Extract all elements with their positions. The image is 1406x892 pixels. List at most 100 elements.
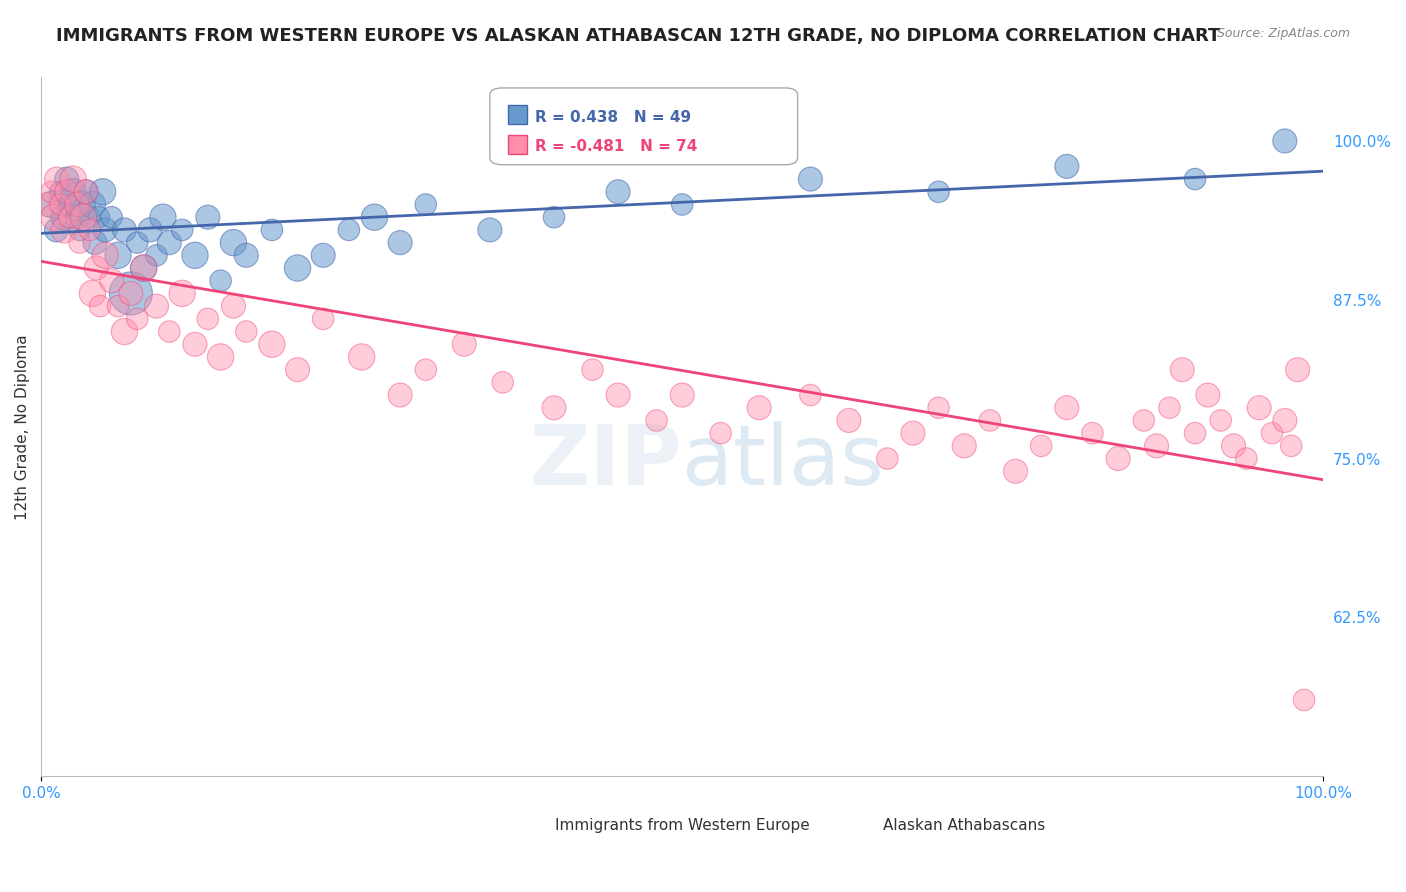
- Point: [363, 210, 385, 224]
- Point: [107, 248, 129, 262]
- Point: [671, 388, 693, 402]
- Point: [710, 426, 733, 441]
- Point: [70, 197, 93, 211]
- FancyBboxPatch shape: [489, 88, 797, 165]
- Point: [58, 197, 80, 211]
- Point: [114, 325, 136, 339]
- Point: [37, 197, 59, 211]
- Point: [1159, 401, 1181, 415]
- Point: [1274, 134, 1296, 148]
- Point: [49, 185, 72, 199]
- Text: ZIP: ZIP: [530, 421, 682, 502]
- Point: [1292, 693, 1315, 707]
- Point: [53, 223, 76, 237]
- Point: [876, 451, 898, 466]
- Point: [928, 185, 950, 199]
- Point: [107, 299, 129, 313]
- Point: [1056, 160, 1078, 174]
- Point: [1056, 401, 1078, 415]
- Point: [1031, 439, 1053, 453]
- Point: [75, 185, 97, 199]
- Point: [94, 223, 117, 237]
- Point: [209, 350, 232, 364]
- Point: [1222, 439, 1244, 453]
- Point: [89, 299, 111, 313]
- Point: [75, 185, 97, 199]
- Text: Immigrants from Western Europe: Immigrants from Western Europe: [555, 818, 810, 833]
- Point: [58, 210, 80, 224]
- Point: [132, 260, 155, 275]
- Y-axis label: 12th Grade, No Diploma: 12th Grade, No Diploma: [15, 334, 30, 520]
- Point: [100, 210, 122, 224]
- Point: [312, 311, 335, 326]
- Text: Source: ZipAtlas.com: Source: ZipAtlas.com: [1216, 27, 1350, 40]
- Point: [1261, 426, 1284, 441]
- Point: [478, 223, 501, 237]
- Point: [235, 325, 257, 339]
- Point: [145, 299, 167, 313]
- Point: [581, 362, 603, 376]
- Point: [45, 172, 67, 186]
- Point: [1132, 413, 1154, 427]
- Point: [1146, 439, 1168, 453]
- Point: [1081, 426, 1104, 441]
- Point: [41, 185, 63, 199]
- Point: [799, 172, 821, 186]
- Text: IMMIGRANTS FROM WESTERN EUROPE VS ALASKAN ATHABASCAN 12TH GRADE, NO DIPLOMA CORR: IMMIGRANTS FROM WESTERN EUROPE VS ALASKA…: [56, 27, 1220, 45]
- Bar: [489, 811, 509, 829]
- Point: [645, 413, 668, 427]
- Point: [453, 337, 475, 351]
- Point: [127, 235, 149, 250]
- Point: [120, 286, 142, 301]
- Point: [607, 388, 630, 402]
- Point: [72, 210, 94, 224]
- Point: [1209, 413, 1232, 427]
- Text: R = -0.481   N = 74: R = -0.481 N = 74: [534, 139, 697, 154]
- Point: [1234, 451, 1257, 466]
- Point: [157, 235, 180, 250]
- Point: [197, 311, 219, 326]
- Point: [197, 210, 219, 224]
- Point: [69, 235, 91, 250]
- Point: [1184, 172, 1206, 186]
- Point: [82, 197, 104, 211]
- Point: [389, 388, 412, 402]
- Point: [82, 286, 104, 301]
- Point: [415, 362, 437, 376]
- Point: [1171, 362, 1194, 376]
- Point: [607, 185, 630, 199]
- Point: [184, 248, 207, 262]
- Point: [979, 413, 1001, 427]
- Point: [222, 235, 245, 250]
- Point: [492, 376, 515, 390]
- Point: [114, 223, 136, 237]
- Point: [69, 223, 91, 237]
- Point: [287, 260, 309, 275]
- Point: [415, 197, 437, 211]
- Bar: [508, 104, 527, 124]
- Point: [928, 401, 950, 415]
- Point: [157, 325, 180, 339]
- Text: Alaskan Athabascans: Alaskan Athabascans: [883, 818, 1046, 833]
- Point: [337, 223, 360, 237]
- Text: atlas: atlas: [682, 421, 884, 502]
- Point: [100, 274, 122, 288]
- Point: [49, 197, 72, 211]
- Point: [671, 197, 693, 211]
- Point: [53, 210, 76, 224]
- Point: [1107, 451, 1129, 466]
- Point: [799, 388, 821, 402]
- Point: [184, 337, 207, 351]
- Point: [748, 401, 770, 415]
- Point: [1286, 362, 1309, 376]
- Point: [1184, 426, 1206, 441]
- Point: [901, 426, 924, 441]
- Point: [79, 223, 101, 237]
- Bar: [837, 811, 855, 829]
- Point: [87, 210, 110, 224]
- Point: [172, 223, 194, 237]
- Point: [543, 401, 565, 415]
- Point: [41, 197, 63, 211]
- Point: [838, 413, 860, 427]
- Point: [260, 223, 283, 237]
